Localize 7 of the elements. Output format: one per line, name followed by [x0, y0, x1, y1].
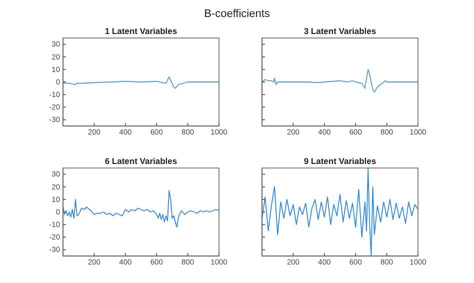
- chart-title: 9 Latent Variables: [304, 156, 376, 166]
- line-series: [63, 76, 219, 89]
- chart-title: 6 Latent Variables: [104, 156, 178, 166]
- chart-title: 3 Latent Variables: [304, 26, 376, 36]
- chart-title: 1 Latent Variables: [104, 26, 178, 36]
- text: B-coefficients: [204, 8, 270, 20]
- line-series: [63, 190, 219, 228]
